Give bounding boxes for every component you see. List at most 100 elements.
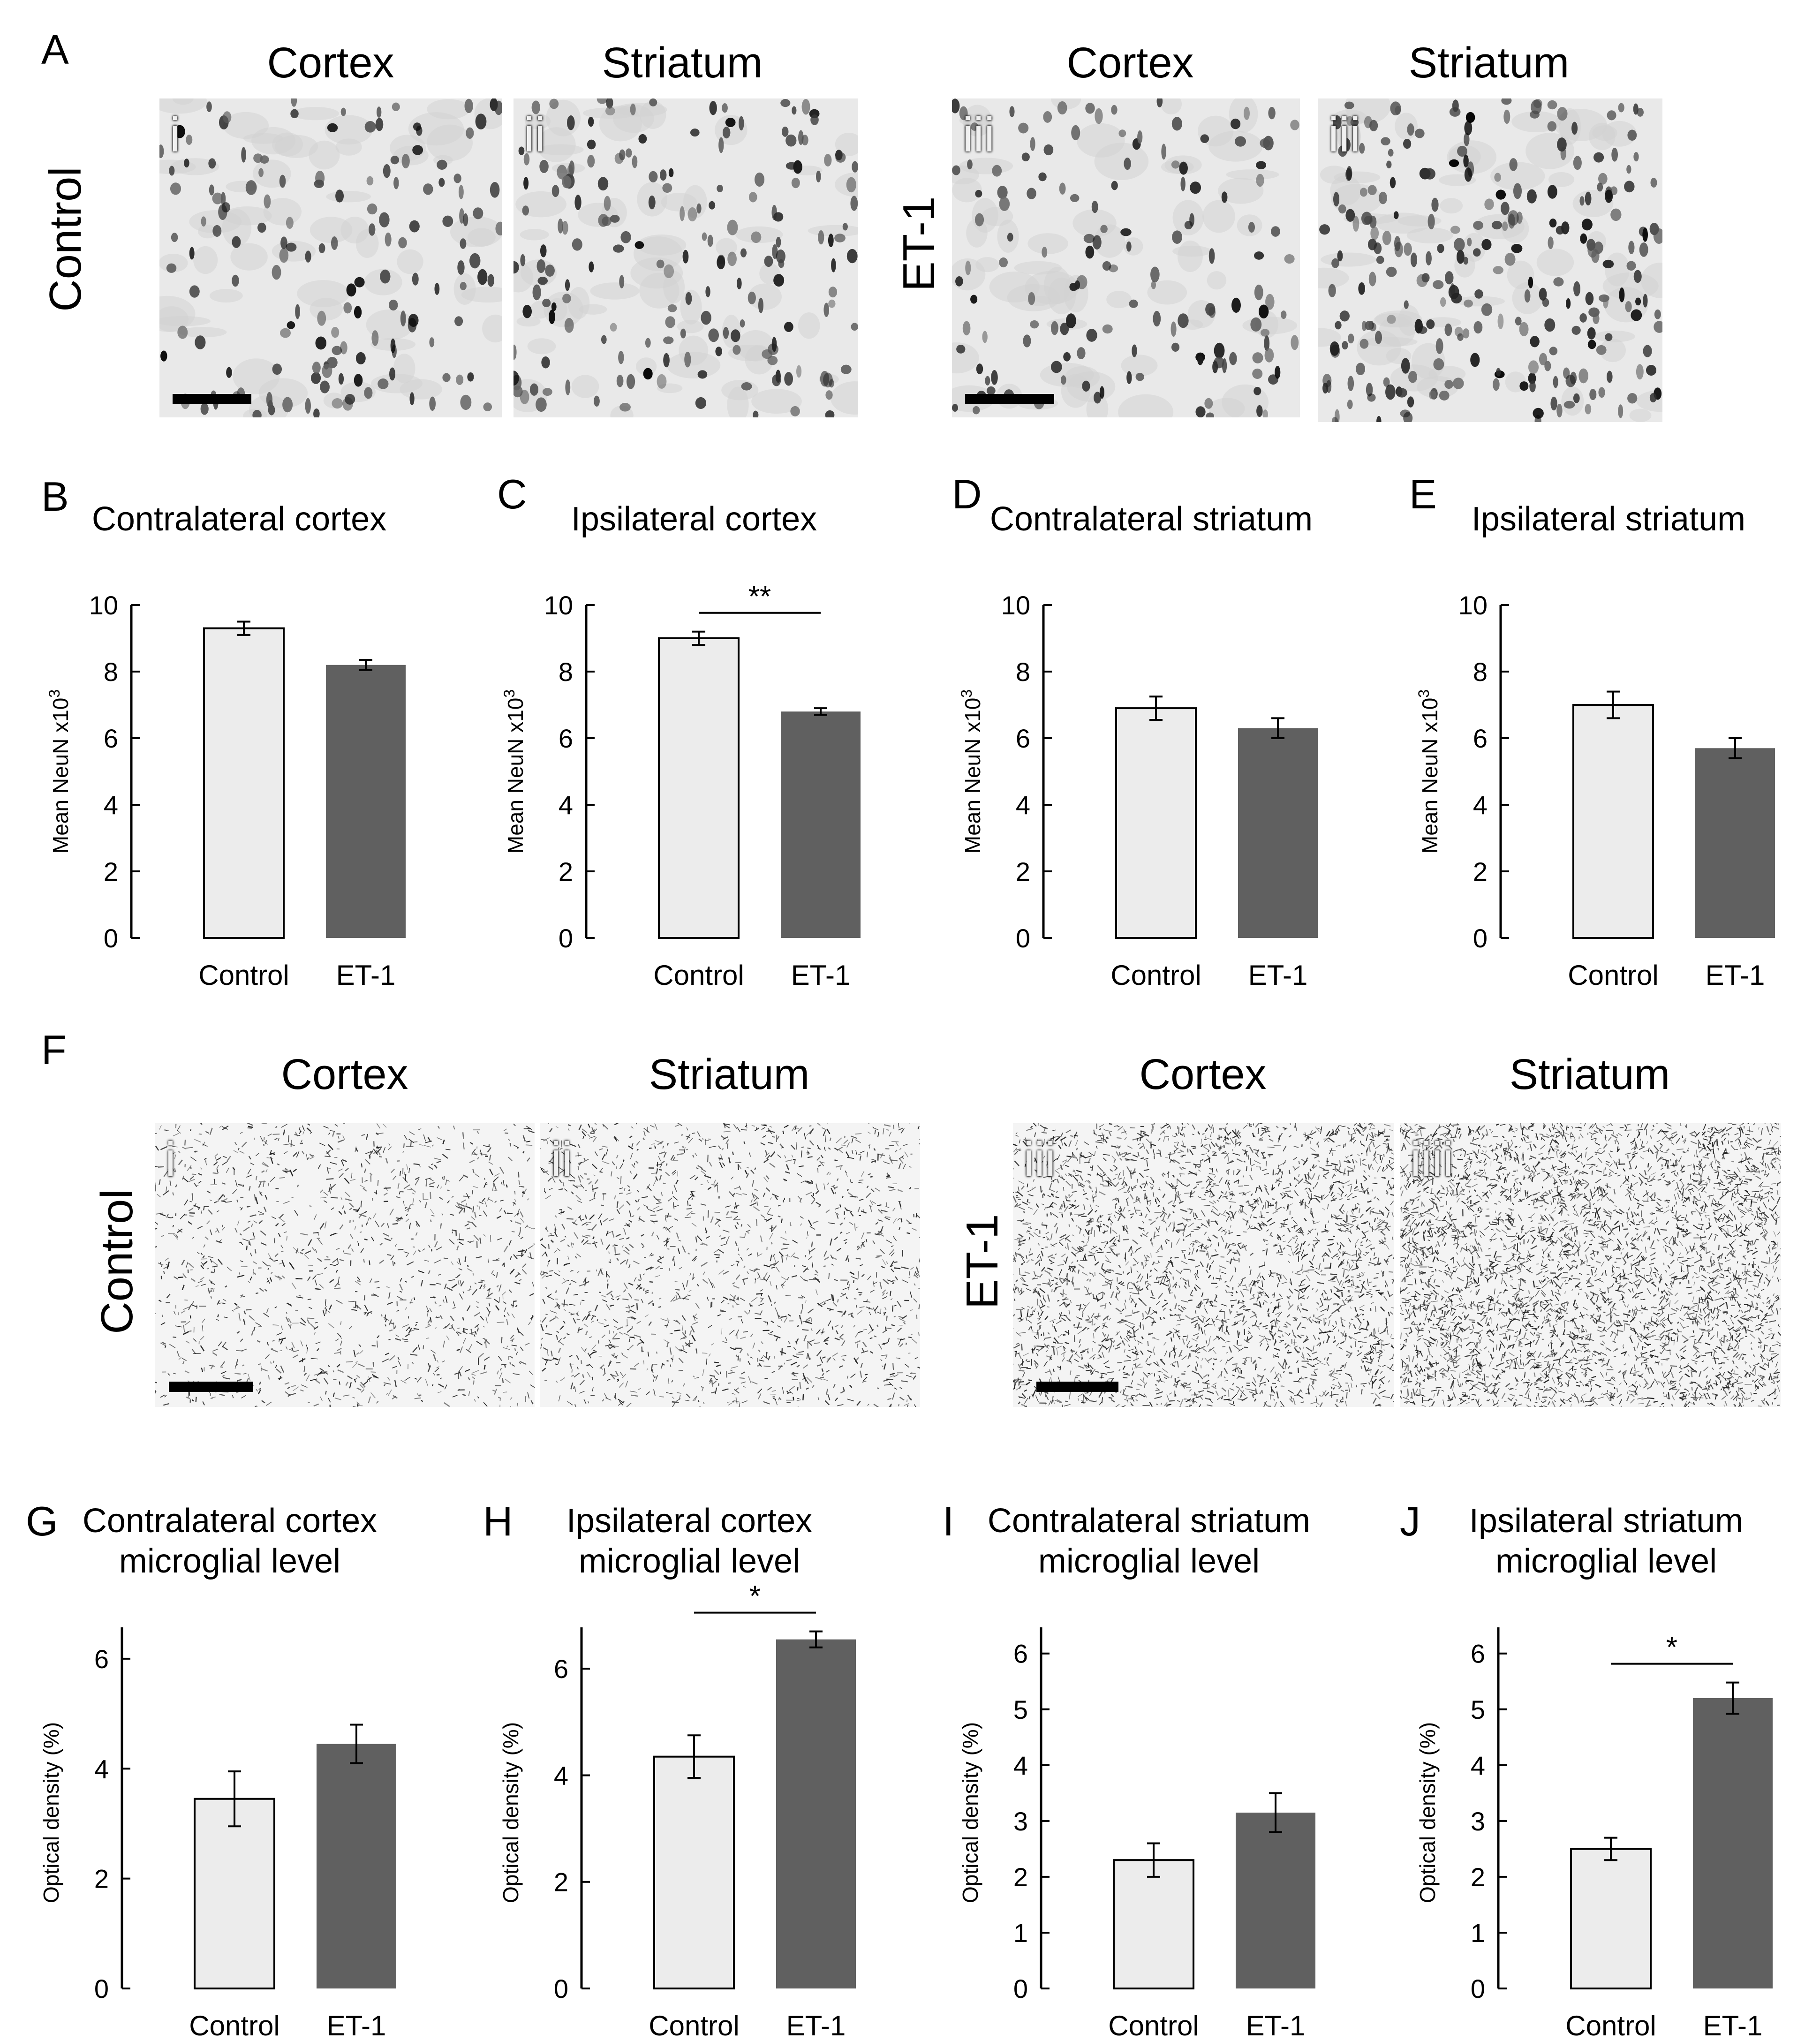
- panel-letter-e: E: [1409, 471, 1437, 517]
- chart-title-line: Contralateral cortex: [91, 500, 387, 538]
- panel-letter-d: D: [952, 471, 982, 517]
- panel-letter-a: A: [41, 26, 69, 73]
- bar-control: [1570, 1848, 1652, 1990]
- panel-a-row-label-control: Control: [40, 166, 91, 312]
- y-tick-label: 0: [94, 1974, 109, 2003]
- x-category-label: Control: [189, 2010, 279, 2041]
- bar-chart-svg: 0 1 2 3 4 5 6 Optical density (%) Control ET-1: [958, 1627, 1315, 2041]
- chart-ipsilateral-cortex-neun: Ipsilateral cortex 0 2 4 6 8 10 Mean NeuN x103 C…: [483, 497, 905, 1004]
- neun-stain-texture: [514, 98, 858, 417]
- bar-chart-svg: 0 2 4 6 8 10 Mean NeuN x103 Control ET-1: [1415, 590, 1775, 991]
- panel-letter-i: I: [943, 1498, 954, 1544]
- y-tick-label: 6: [1013, 1639, 1028, 1669]
- y-tick-label: 6: [554, 1654, 568, 1684]
- image-label: iii: [1328, 108, 1361, 162]
- panel-letter-h: H: [483, 1498, 513, 1544]
- panel-a-heading-striatum-control: Striatum: [602, 39, 763, 87]
- y-tick-label: 1: [1471, 1918, 1485, 1948]
- y-tick-label: 4: [559, 790, 573, 820]
- y-tick-label: 4: [1013, 1751, 1028, 1780]
- panel-letter-j: J: [1400, 1498, 1420, 1544]
- x-category-label: Control: [198, 960, 289, 991]
- microglia-micrograph-et1-cortex: iii: [1013, 1123, 1394, 1407]
- y-tick-label: 4: [1016, 790, 1030, 820]
- scale-bar: [173, 394, 251, 404]
- x-category-label: Control: [1568, 960, 1658, 991]
- bar-chart-svg: 0 1 2 3 4 5 6 Optical density (%) Control ET-1 *: [1415, 1627, 1773, 2041]
- y-tick-label: 10: [1458, 590, 1488, 620]
- panel-f-heading-cortex-et1: Cortex: [1139, 1051, 1267, 1098]
- y-tick-label: 10: [89, 590, 118, 620]
- y-tick-label: 4: [554, 1761, 568, 1790]
- bar-control: [194, 1798, 275, 1989]
- y-tick-label: 0: [1016, 923, 1030, 953]
- neun-stain-texture: [952, 98, 1299, 417]
- x-category-label: Control: [1110, 960, 1201, 991]
- chart-contralateral-striatum-microglia: Contralateral striatum microglial level 0 1…: [938, 1501, 1360, 2041]
- bar-control: [203, 627, 285, 939]
- y-tick-label: 4: [1473, 790, 1488, 820]
- image-label: i: [165, 1133, 176, 1187]
- scale-bar: [1036, 1382, 1118, 1392]
- bar-chart-svg: 0 2 4 6 Optical density (%) Control ET-1: [39, 1627, 396, 2041]
- y-tick-label: 0: [104, 923, 118, 953]
- y-tick-label: 8: [559, 657, 573, 687]
- y-axis-label: Mean NeuN x103: [501, 689, 528, 854]
- panel-a-heading-striatum-et1: Striatum: [1408, 39, 1570, 87]
- x-category-label: ET-1: [1703, 2010, 1763, 2041]
- chart-ipsilateral-cortex-microglia: Ipsilateral cortex microglial level 0 2 4 6 Op…: [478, 1501, 900, 2041]
- chart-ipsilateral-striatum-microglia: Ipsilateral striatum microglial level 0 1 2 3…: [1395, 1501, 1817, 2041]
- chart-contralateral-cortex-neun: Contralateral cortex 0 2 4 6 8 10 Mean NeuN x10…: [28, 497, 450, 1004]
- chart-title: Contralateral cortex: [28, 499, 450, 539]
- y-tick-label: 10: [1001, 590, 1030, 620]
- y-tick-label: 6: [1016, 724, 1030, 753]
- panel-f-heading-striatum-et1: Striatum: [1509, 1051, 1670, 1098]
- y-axis-label: Mean NeuN x103: [958, 689, 985, 854]
- microglia-stain-texture: [155, 1123, 535, 1407]
- y-axis-label: Mean NeuN x103: [46, 689, 73, 854]
- bar-chart-svg: 0 2 4 6 8 10 Mean NeuN x103 Control ET-1: [46, 590, 406, 991]
- panel-letter-b: B: [41, 473, 69, 520]
- chart-contralateral-striatum-neun: Contralateral striatum 0 2 4 6 8 10 Mean NeuN x…: [940, 497, 1362, 1004]
- image-label: iiii: [1410, 1133, 1454, 1187]
- x-category-label: ET-1: [336, 960, 396, 991]
- y-tick-label: 8: [104, 657, 118, 687]
- chart-title: Ipsilateral striatum microglial level: [1395, 1501, 1817, 1582]
- neun-micrograph-et1-striatum: iii: [1318, 98, 1662, 422]
- y-tick-label: 5: [1471, 1695, 1485, 1724]
- y-tick-label: 1: [1013, 1918, 1028, 1948]
- bar-chart-svg: 0 2 4 6 8 10 Mean NeuN x103 Control ET-1: [958, 590, 1318, 991]
- y-tick-label: 2: [559, 857, 573, 886]
- y-tick-label: 4: [104, 790, 118, 820]
- bar-control: [653, 1755, 735, 1989]
- bar-et1: [1236, 1813, 1315, 1988]
- neun-micrograph-control-striatum: ii: [514, 98, 858, 417]
- chart-title-line: microglial level: [578, 1542, 800, 1580]
- x-category-label: ET-1: [791, 960, 851, 991]
- bar-et1: [1238, 728, 1318, 938]
- y-tick-label: 4: [1471, 1751, 1485, 1780]
- significance-label: *: [749, 1580, 761, 1613]
- neun-stain-texture: [159, 98, 502, 417]
- y-tick-label: 2: [1013, 1862, 1028, 1892]
- image-label: ii: [551, 1133, 573, 1187]
- bar-et1: [776, 1639, 856, 1988]
- chart-contralateral-cortex-microglia: Contralateral cortex microglial level 0 2 4 6…: [19, 1501, 441, 2041]
- microglia-stain-texture: [540, 1123, 920, 1407]
- chart-title-line: microglial level: [1038, 1542, 1260, 1580]
- y-tick-label: 6: [104, 724, 118, 753]
- y-tick-label: 6: [94, 1644, 109, 1674]
- bar-et1: [317, 1744, 396, 1988]
- y-tick-label: 6: [559, 724, 573, 753]
- y-tick-label: 6: [1471, 1639, 1485, 1669]
- neun-micrograph-control-cortex: i: [159, 98, 502, 417]
- microglia-micrograph-et1-striatum: iiii: [1400, 1123, 1781, 1407]
- x-category-label: ET-1: [327, 2010, 386, 2041]
- y-tick-label: 0: [554, 1974, 568, 2003]
- x-category-label: Control: [653, 960, 744, 991]
- y-axis-label: Optical density (%): [498, 1722, 523, 1903]
- bar-et1: [1693, 1698, 1773, 1988]
- y-tick-label: 0: [1473, 923, 1488, 953]
- scale-bar: [169, 1382, 253, 1392]
- chart-title-line: Ipsilateral striatum: [1469, 1502, 1744, 1540]
